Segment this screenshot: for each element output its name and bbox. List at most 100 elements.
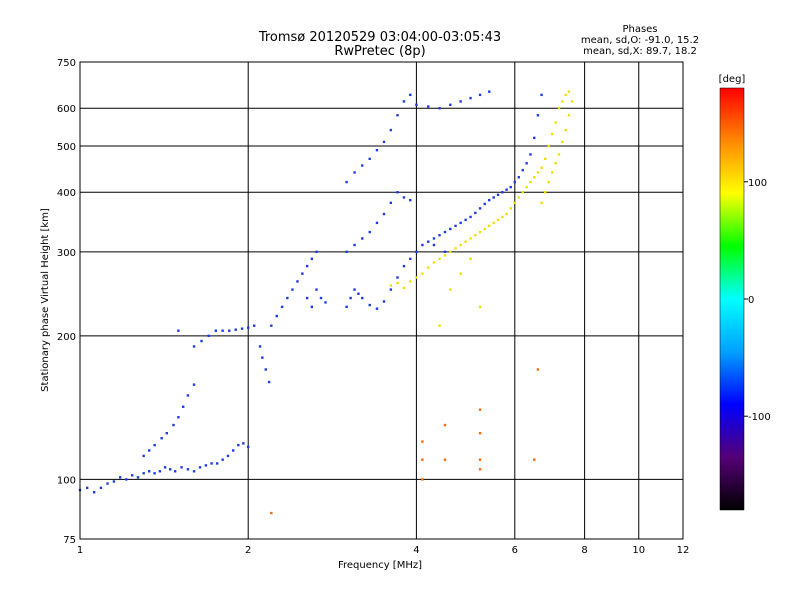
colorbar-ticks: 100 0 -100: [744, 178, 771, 423]
data-point-X: [567, 90, 571, 93]
data-point-O: [396, 114, 399, 117]
data-point-O: [240, 327, 244, 330]
data-point-O: [192, 383, 196, 386]
data-point-O: [231, 449, 235, 452]
data-point-O: [186, 394, 190, 397]
data-point-O: [221, 458, 224, 461]
data-point-X: [521, 191, 524, 194]
data-point-O: [382, 300, 386, 303]
data-point-O: [163, 466, 167, 469]
data-point-O: [449, 227, 452, 231]
data-point-X: [454, 247, 457, 250]
data-point-X: [427, 266, 430, 269]
data-point-O: [488, 90, 491, 93]
data-point-O: [505, 188, 508, 191]
data-point-X: [438, 324, 441, 327]
data-point-X: [496, 218, 500, 222]
data-point-O: [264, 368, 267, 371]
data-point-O: [261, 356, 264, 359]
y-tick-label: 600: [57, 104, 76, 115]
data-point-O: [483, 202, 486, 206]
data-point-O: [226, 454, 230, 458]
data-point-X: [389, 284, 393, 287]
data-point-O: [501, 191, 504, 194]
data-point-O: [361, 296, 364, 300]
data-point-O: [200, 339, 203, 343]
data-point-O: [432, 237, 436, 240]
colorbar: [719, 87, 745, 511]
data-point-O: [536, 114, 540, 117]
data-point-X: [561, 100, 564, 103]
x-tick-label: 2: [245, 545, 251, 556]
y-axis-label: Stationary phase Virtual Height [km]: [40, 208, 51, 392]
data-point-O: [324, 301, 327, 304]
y-tick-label: 500: [57, 142, 76, 153]
data-point-X: [557, 107, 561, 110]
grid: [80, 62, 683, 539]
data-point-O: [382, 212, 386, 216]
data-point-O: [459, 221, 462, 225]
data-point-X: [443, 254, 447, 257]
data-point-X: [540, 201, 543, 205]
data-point-O: [210, 462, 213, 465]
data-point-O: [353, 243, 356, 247]
data-point-noise: [421, 458, 424, 461]
data-point-O: [125, 478, 128, 481]
data-point-O: [192, 470, 196, 473]
colorbar-tick-label: -100: [748, 412, 771, 423]
data-point-O: [513, 180, 516, 184]
data-point-noise: [478, 431, 482, 435]
data-point-X: [554, 121, 557, 124]
data-point-O: [270, 324, 273, 327]
data-point-O: [357, 292, 360, 295]
data-point-O: [305, 296, 309, 300]
data-point-X: [551, 132, 554, 136]
data-point-O: [368, 157, 371, 161]
data-point-O: [158, 470, 162, 473]
data-point-O: [204, 464, 208, 467]
data-point-O: [421, 243, 424, 247]
data-point-O: [427, 240, 430, 243]
data-point-O: [291, 288, 294, 291]
data-point-O: [234, 328, 237, 331]
data-point-X: [529, 180, 532, 184]
data-point-O: [438, 234, 441, 237]
data-point-O: [521, 168, 524, 172]
data-point-O: [148, 449, 151, 452]
data-point-X: [449, 288, 452, 291]
data-point-O: [237, 443, 240, 447]
data-point-O: [215, 462, 219, 465]
data-point-O: [488, 198, 491, 202]
data-point-O: [415, 103, 418, 107]
data-point-noise: [443, 423, 447, 427]
data-point-noise: [478, 468, 482, 471]
data-point-O: [99, 486, 103, 490]
data-point-X: [513, 201, 516, 205]
data-point-X: [525, 185, 528, 189]
data-point-O: [247, 326, 250, 329]
data-point-O: [525, 162, 528, 165]
data-point-O: [345, 250, 348, 254]
data-point-X: [432, 261, 436, 264]
data-point-O: [464, 218, 467, 222]
data-point-O: [454, 224, 457, 228]
data-point-O: [286, 296, 289, 300]
data-point-O: [478, 93, 482, 97]
data-point-O: [258, 345, 262, 348]
data-point-O: [160, 437, 163, 440]
data-point-O: [172, 423, 175, 427]
x-tick-label: 10: [632, 545, 645, 556]
y-tick-label: 75: [63, 535, 76, 546]
data-point-O: [375, 221, 379, 225]
y-tick-label: 200: [57, 332, 76, 343]
data-point-O: [402, 100, 406, 103]
data-point-X: [561, 140, 564, 144]
data-point-O: [148, 470, 151, 473]
data-point-O: [221, 329, 224, 332]
data-point-O: [361, 237, 364, 240]
data-point-O: [168, 468, 172, 471]
data-point-X: [492, 221, 495, 225]
